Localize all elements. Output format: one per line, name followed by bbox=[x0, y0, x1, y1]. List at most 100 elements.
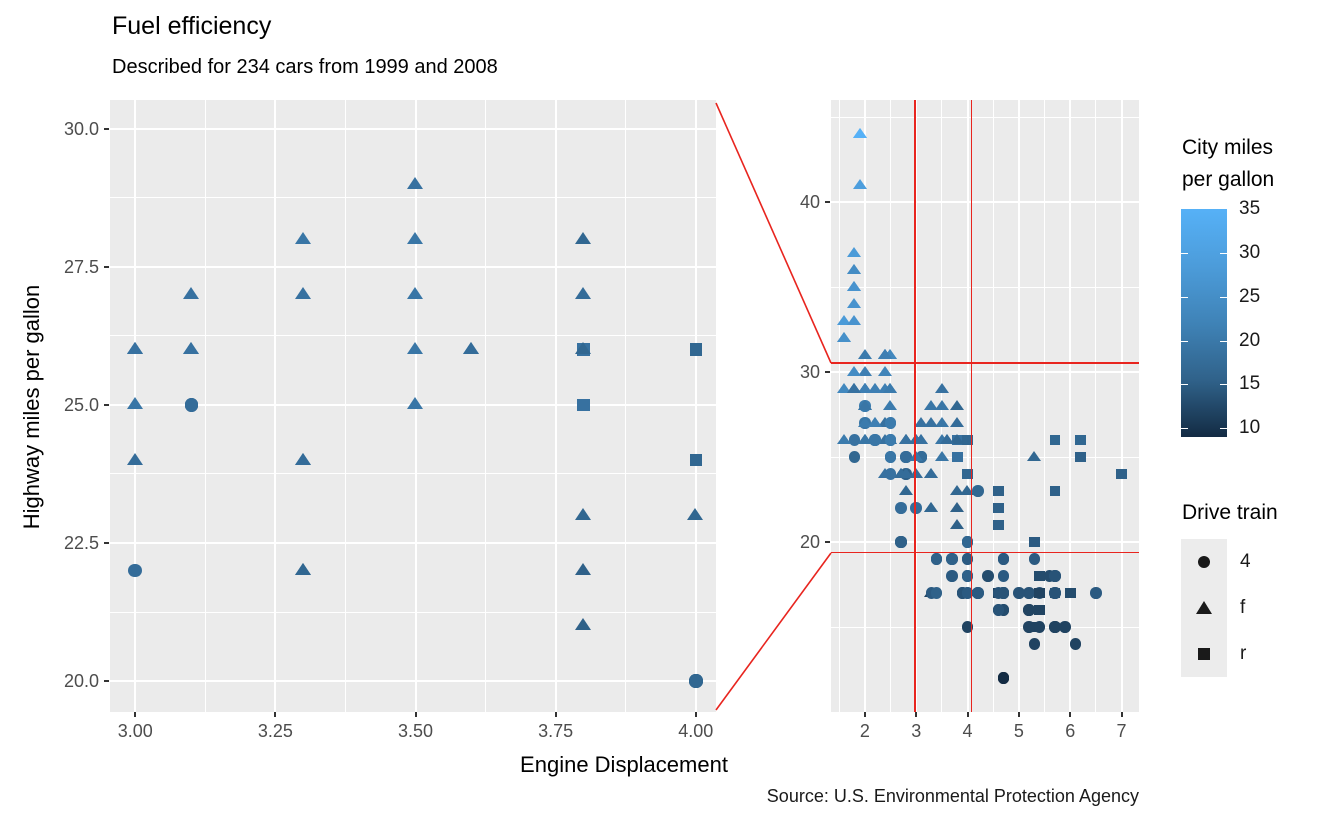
data-point-circle bbox=[869, 434, 881, 446]
y-tick-mark bbox=[104, 127, 109, 130]
color-legend-title: City miles per gallon bbox=[1182, 132, 1274, 196]
data-point-circle bbox=[997, 672, 1010, 684]
y-tick-mark bbox=[104, 680, 109, 683]
city-mpg-colorbar bbox=[1181, 209, 1227, 437]
data-point-triangle bbox=[687, 507, 704, 520]
data-point-triangle bbox=[857, 365, 872, 376]
data-point-circle bbox=[895, 502, 907, 514]
gridline bbox=[110, 611, 716, 613]
x-tick-mark bbox=[414, 712, 417, 717]
x-tick-label: 4.00 bbox=[678, 721, 714, 741]
data-point-triangle bbox=[934, 382, 949, 393]
data-point-triangle bbox=[407, 286, 424, 299]
data-point-triangle bbox=[295, 231, 312, 244]
data-point-triangle bbox=[934, 416, 949, 427]
data-point-triangle bbox=[837, 382, 852, 393]
data-point-triangle bbox=[847, 365, 862, 376]
data-point-circle bbox=[992, 604, 1005, 616]
data-point-triangle bbox=[295, 563, 312, 576]
gridline bbox=[110, 680, 716, 683]
data-point-triangle bbox=[868, 416, 883, 427]
x-tick-label: 2 bbox=[859, 721, 870, 741]
data-point-triangle bbox=[950, 433, 965, 444]
gridline bbox=[1017, 100, 1020, 712]
x-tick-label: 3.75 bbox=[538, 721, 574, 741]
legend-triangle-icon bbox=[1196, 601, 1212, 614]
colorbar-tick-mark bbox=[1181, 296, 1188, 298]
colorbar-tick-label: 15 bbox=[1239, 373, 1261, 395]
gridline bbox=[838, 100, 840, 712]
gridline bbox=[204, 100, 206, 712]
data-point-circle bbox=[930, 553, 943, 565]
data-point-circle bbox=[884, 451, 897, 463]
colorbar-tick-mark bbox=[1181, 340, 1188, 342]
x-tick-label: 7 bbox=[1116, 721, 1127, 741]
gridline bbox=[110, 335, 716, 337]
y-tick-mark bbox=[104, 541, 109, 544]
gridline bbox=[915, 100, 918, 712]
data-point-triangle bbox=[898, 484, 913, 495]
data-point-triangle bbox=[126, 342, 143, 355]
data-point-square bbox=[689, 453, 702, 467]
legend-square-icon bbox=[1198, 648, 1210, 660]
x-tick-label: 5 bbox=[1013, 721, 1024, 741]
data-point-triangle bbox=[857, 433, 872, 444]
data-point-circle bbox=[1028, 553, 1041, 565]
data-point-circle bbox=[1023, 587, 1035, 599]
gridline bbox=[110, 127, 716, 130]
data-point-square bbox=[1028, 536, 1040, 548]
x-tick-label: 3 bbox=[911, 721, 922, 741]
y-tick-mark bbox=[825, 541, 830, 543]
data-point-circle bbox=[884, 434, 897, 446]
data-point-triangle bbox=[837, 314, 852, 325]
x-tick-mark bbox=[694, 712, 697, 717]
colorbar-tick-label: 25 bbox=[1239, 285, 1261, 307]
gridline bbox=[831, 626, 1139, 628]
data-point-triangle bbox=[575, 286, 592, 299]
x-tick-mark bbox=[915, 712, 918, 717]
caption: Source: U.S. Environmental Protection Ag… bbox=[766, 786, 1139, 806]
y-tick-label: 40 bbox=[799, 192, 820, 212]
x-tick-mark bbox=[1120, 712, 1123, 717]
data-point-triangle bbox=[857, 348, 872, 359]
colorbar-tick-label: 10 bbox=[1239, 417, 1261, 439]
gridline bbox=[625, 100, 627, 712]
data-point-triangle bbox=[295, 286, 312, 299]
data-point-square bbox=[1034, 587, 1045, 599]
data-point-triangle bbox=[883, 399, 898, 410]
y-tick-label: 22.5 bbox=[63, 532, 99, 553]
data-point-circle bbox=[1090, 587, 1102, 599]
gridline bbox=[485, 100, 487, 712]
data-point-triangle bbox=[407, 342, 424, 355]
data-point-triangle bbox=[924, 416, 939, 427]
zoom-scatter-panel[interactable] bbox=[110, 100, 716, 712]
data-point-square bbox=[1075, 434, 1086, 446]
data-point-circle bbox=[884, 417, 897, 429]
data-point-square bbox=[962, 468, 973, 480]
data-point-square bbox=[1116, 468, 1127, 480]
y-tick-label: 20 bbox=[799, 532, 820, 552]
data-point-square bbox=[1049, 434, 1061, 446]
colorbar-tick-label: 35 bbox=[1239, 198, 1261, 219]
data-point-triangle bbox=[295, 452, 312, 465]
data-point-triangle bbox=[847, 246, 862, 257]
colorbar-tick-mark bbox=[1220, 296, 1227, 298]
overview-scatter-panel[interactable] bbox=[831, 100, 1139, 712]
data-point-triangle bbox=[950, 484, 965, 495]
x-tick-label: 6 bbox=[1065, 721, 1076, 741]
data-point-triangle bbox=[857, 399, 872, 410]
y-tick-mark bbox=[825, 371, 830, 373]
data-point-circle bbox=[128, 563, 142, 578]
data-point-triangle bbox=[909, 467, 924, 478]
data-point-circle bbox=[1049, 621, 1061, 633]
data-point-square bbox=[577, 398, 590, 412]
legend-shape-label: 4 bbox=[1240, 551, 1251, 572]
data-point-triangle bbox=[950, 416, 965, 427]
plot-title: Fuel efficiency bbox=[112, 12, 272, 40]
gridline bbox=[110, 197, 716, 199]
data-point-triangle bbox=[837, 433, 852, 444]
data-point-triangle bbox=[934, 450, 949, 461]
data-point-circle bbox=[946, 570, 958, 582]
data-point-triangle bbox=[182, 342, 199, 355]
